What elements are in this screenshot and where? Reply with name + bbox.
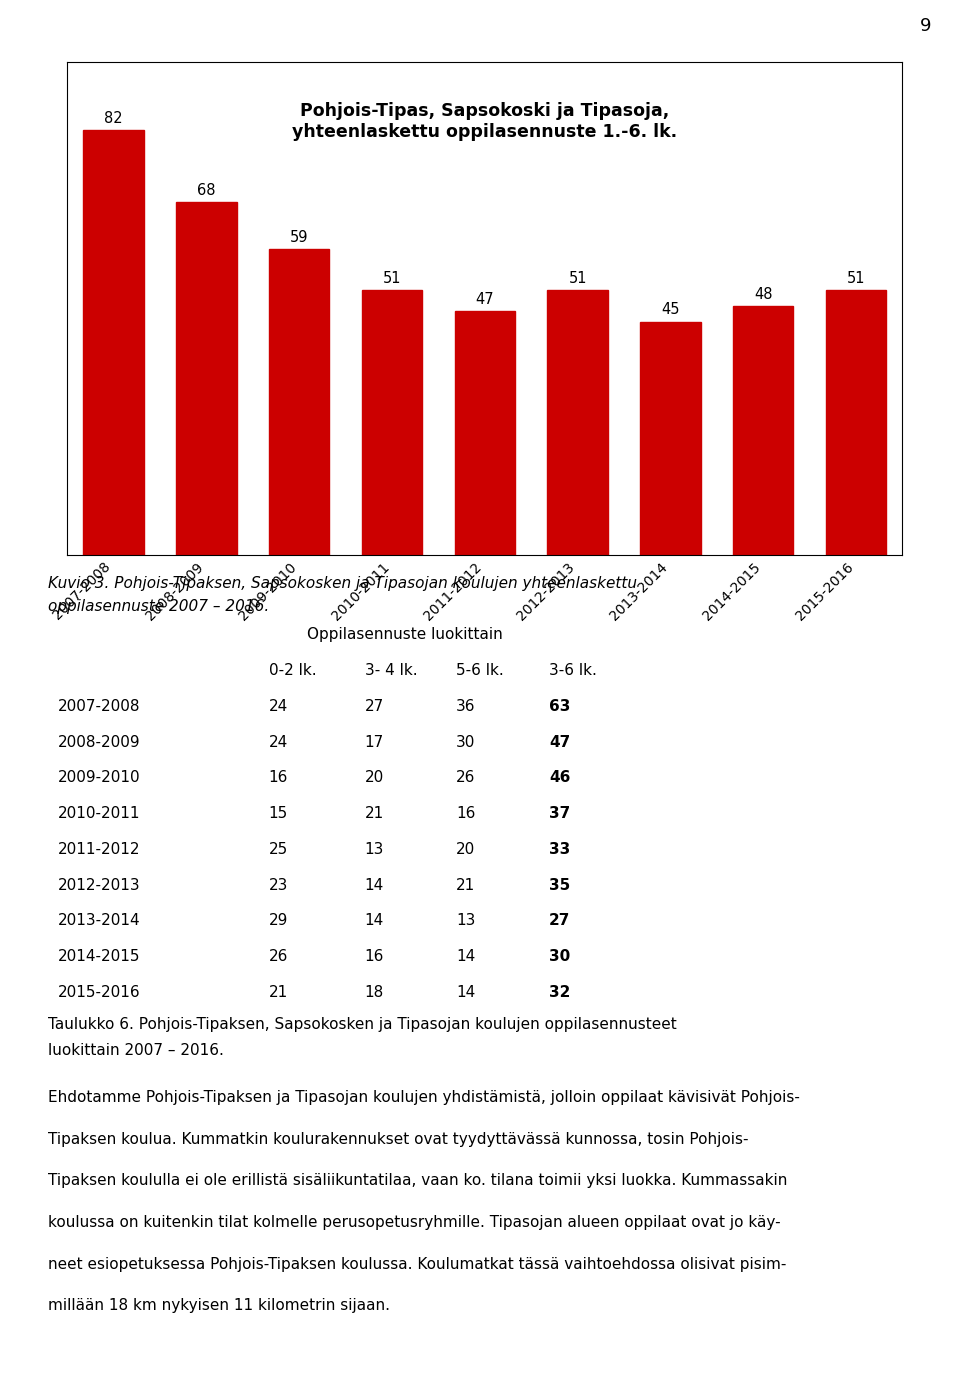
Text: 14: 14 (456, 985, 475, 1000)
Text: 20: 20 (365, 770, 384, 785)
Text: 51: 51 (568, 272, 587, 286)
Text: 30: 30 (456, 735, 475, 749)
Text: 16: 16 (456, 806, 475, 821)
Bar (640, 322, 701, 555)
Text: 2009-2010: 2009-2010 (58, 770, 140, 785)
Bar (547, 290, 608, 555)
Text: 29: 29 (269, 914, 288, 928)
Text: millään 18 km nykyisen 11 kilometrin sijaan.: millään 18 km nykyisen 11 kilometrin sij… (48, 1298, 390, 1313)
Text: 51: 51 (383, 272, 401, 286)
Text: 47: 47 (475, 293, 494, 307)
Text: 27: 27 (365, 699, 384, 714)
Text: 2012-2013: 2012-2013 (58, 878, 140, 893)
Text: koulussa on kuitenkin tilat kolmelle perusopetusryhmille. Tipasojan alueen oppil: koulussa on kuitenkin tilat kolmelle per… (48, 1215, 780, 1230)
Text: Kuvio 3. Pohjois-Tipaksen, Sapsokosken ja Tipasojan koulujen yhteenlaskettu: Kuvio 3. Pohjois-Tipaksen, Sapsokosken j… (48, 576, 637, 591)
Text: 46: 46 (549, 770, 570, 785)
Text: 82: 82 (105, 111, 123, 126)
Text: 45: 45 (661, 302, 680, 318)
Text: 30: 30 (549, 949, 570, 964)
Text: 18: 18 (365, 985, 384, 1000)
Text: 32: 32 (549, 985, 570, 1000)
Text: neet esiopetuksessa Pohjois-Tipaksen koulussa. Koulumatkat tässä vaihtoehdossa o: neet esiopetuksessa Pohjois-Tipaksen kou… (48, 1257, 786, 1272)
Text: 16: 16 (269, 770, 288, 785)
Text: 23: 23 (269, 878, 288, 893)
Text: 3-6 lk.: 3-6 lk. (549, 663, 597, 678)
Text: Pohjois-Tipas, Sapsokoski ja Tipasoja,
yhteenlaskettu oppilasennuste 1.-6. lk.: Pohjois-Tipas, Sapsokoski ja Tipasoja, y… (292, 101, 678, 140)
Text: 21: 21 (365, 806, 384, 821)
Text: 24: 24 (269, 699, 288, 714)
Text: 14: 14 (456, 949, 475, 964)
Text: oppilasennuste 2007 – 2016.: oppilasennuste 2007 – 2016. (48, 599, 269, 614)
Text: 2013-2014: 2013-2014 (58, 914, 140, 928)
Text: 20: 20 (456, 842, 475, 857)
Text: 0-2 lk.: 0-2 lk. (269, 663, 317, 678)
Text: 68: 68 (197, 183, 216, 198)
Text: 13: 13 (365, 842, 384, 857)
Text: 15: 15 (269, 806, 288, 821)
Text: 26: 26 (269, 949, 288, 964)
Bar (269, 250, 329, 555)
Text: 21: 21 (456, 878, 475, 893)
Text: 63: 63 (549, 699, 570, 714)
Bar (177, 203, 236, 555)
Text: 35: 35 (549, 878, 570, 893)
Text: Ehdotamme Pohjois-Tipaksen ja Tipasojan koulujen yhdistämistä, jolloin oppilaat : Ehdotamme Pohjois-Tipaksen ja Tipasojan … (48, 1090, 800, 1105)
Text: 2011-2012: 2011-2012 (58, 842, 140, 857)
Text: 2007-2008: 2007-2008 (58, 699, 140, 714)
Text: 36: 36 (456, 699, 475, 714)
Text: Oppilasennuste luokittain: Oppilasennuste luokittain (307, 627, 503, 642)
Text: 3- 4 lk.: 3- 4 lk. (365, 663, 418, 678)
Text: 48: 48 (754, 287, 773, 302)
Text: 13: 13 (456, 914, 475, 928)
Text: 2010-2011: 2010-2011 (58, 806, 140, 821)
Text: 2015-2016: 2015-2016 (58, 985, 140, 1000)
Text: 37: 37 (549, 806, 570, 821)
Text: 5-6 lk.: 5-6 lk. (456, 663, 504, 678)
Text: 14: 14 (365, 878, 384, 893)
Text: 25: 25 (269, 842, 288, 857)
Bar (826, 290, 886, 555)
Bar (84, 130, 144, 555)
Text: Tipaksen koululla ei ole erillistä sisäliikuntatilaa, vaan ko. tilana toimii yks: Tipaksen koululla ei ole erillistä sisäl… (48, 1173, 787, 1189)
Text: 26: 26 (456, 770, 475, 785)
Text: Tipaksen koulua. Kummatkin koulurakennukset ovat tyydyttävässä kunnossa, tosin P: Tipaksen koulua. Kummatkin koulurakennuk… (48, 1132, 749, 1147)
Text: Taulukko 6. Pohjois-Tipaksen, Sapsokosken ja Tipasojan koulujen oppilasennusteet: Taulukko 6. Pohjois-Tipaksen, Sapsokoske… (48, 1017, 677, 1032)
Bar (455, 311, 515, 555)
Text: 2014-2015: 2014-2015 (58, 949, 140, 964)
Text: 9: 9 (920, 17, 931, 35)
Text: 47: 47 (549, 735, 570, 749)
Text: 16: 16 (365, 949, 384, 964)
Text: 27: 27 (549, 914, 570, 928)
Bar (362, 290, 422, 555)
Bar (733, 307, 793, 555)
Text: 59: 59 (290, 230, 308, 245)
Text: 51: 51 (847, 272, 865, 286)
Text: luokittain 2007 – 2016.: luokittain 2007 – 2016. (48, 1043, 224, 1058)
Text: 24: 24 (269, 735, 288, 749)
Text: 17: 17 (365, 735, 384, 749)
Text: 14: 14 (365, 914, 384, 928)
Text: 2008-2009: 2008-2009 (58, 735, 140, 749)
Text: 33: 33 (549, 842, 570, 857)
Text: 21: 21 (269, 985, 288, 1000)
